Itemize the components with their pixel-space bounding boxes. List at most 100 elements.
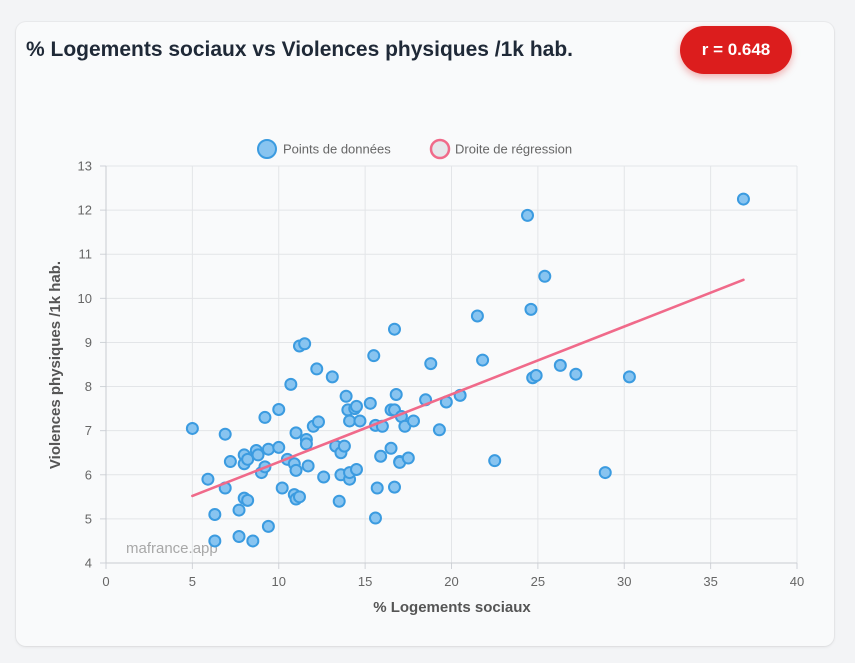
data-point[interactable] — [432, 423, 446, 437]
data-point[interactable] — [317, 470, 331, 484]
data-point[interactable] — [258, 410, 272, 424]
y-axis-title: Violences physiques /1k hab. — [47, 261, 64, 469]
data-point[interactable] — [246, 534, 260, 548]
data-point[interactable] — [337, 439, 351, 453]
y-tick-label: 12 — [78, 203, 92, 218]
data-point[interactable] — [251, 448, 265, 462]
y-tick-label: 13 — [78, 159, 92, 174]
chart-title: % Logements sociaux vs Violences physiqu… — [26, 38, 573, 61]
data-point[interactable] — [349, 399, 363, 413]
data-point[interactable] — [218, 427, 232, 441]
data-point[interactable] — [353, 414, 367, 428]
data-point[interactable] — [223, 455, 237, 469]
x-axis-title: % Logements sociaux — [373, 599, 531, 616]
data-point[interactable] — [384, 441, 398, 455]
data-point[interactable] — [389, 387, 403, 401]
y-tick-label: 7 — [85, 423, 92, 438]
data-point[interactable] — [553, 358, 567, 372]
data-point[interactable] — [370, 481, 384, 495]
data-point[interactable] — [367, 349, 381, 363]
data-point[interactable] — [272, 440, 286, 454]
data-point[interactable] — [241, 452, 255, 466]
chart-card — [16, 22, 834, 646]
data-point[interactable] — [292, 490, 306, 504]
data-point[interactable] — [488, 454, 502, 468]
data-point[interactable] — [208, 507, 222, 521]
data-point[interactable] — [185, 421, 199, 435]
data-point[interactable] — [325, 370, 339, 384]
correlation-badge: r = 0.648 — [680, 26, 792, 74]
data-point[interactable] — [374, 449, 388, 463]
y-tick-label: 9 — [85, 335, 92, 350]
data-point[interactable] — [368, 511, 382, 525]
data-point[interactable] — [598, 466, 612, 480]
y-tick-label: 4 — [85, 556, 92, 571]
x-tick-label: 15 — [358, 574, 372, 589]
data-point[interactable] — [736, 192, 750, 206]
x-tick-label: 35 — [703, 574, 717, 589]
data-point[interactable] — [311, 415, 325, 429]
data-point[interactable] — [521, 208, 535, 222]
data-point[interactable] — [529, 369, 543, 383]
data-point[interactable] — [332, 494, 346, 508]
legend-item-regression[interactable]: Droite de régression — [429, 138, 572, 160]
data-point[interactable] — [538, 269, 552, 283]
data-point[interactable] — [363, 396, 377, 410]
legend-points-label: Points de données — [283, 142, 391, 157]
y-tick-label: 5 — [85, 511, 92, 526]
data-point[interactable] — [622, 370, 636, 384]
data-point[interactable] — [470, 309, 484, 323]
data-point[interactable] — [310, 362, 324, 376]
data-point[interactable] — [387, 322, 401, 336]
data-point[interactable] — [232, 530, 246, 544]
y-tick-labels: 4 5 6 7 8 9 10 11 12 13 — [78, 159, 92, 571]
data-point[interactable] — [424, 357, 438, 371]
x-tick-label: 5 — [189, 574, 196, 589]
data-point[interactable] — [387, 480, 401, 494]
data-point[interactable] — [298, 337, 312, 351]
data-point[interactable] — [201, 472, 215, 486]
x-tick-labels: 0 5 10 15 20 25 30 35 40 — [102, 574, 804, 589]
regression-line — [191, 278, 745, 498]
legend-regression-swatch — [429, 138, 451, 160]
data-point[interactable] — [289, 463, 303, 477]
data-point[interactable] — [208, 534, 222, 548]
data-point[interactable] — [299, 437, 313, 451]
y-tick-label: 10 — [78, 291, 92, 306]
data-point[interactable] — [569, 367, 583, 381]
data-point[interactable] — [275, 481, 289, 495]
data-point[interactable] — [476, 353, 490, 367]
data-point[interactable] — [401, 451, 415, 465]
y-tick-label: 11 — [79, 247, 93, 262]
data-point[interactable] — [272, 402, 286, 416]
x-tick-label: 30 — [617, 574, 631, 589]
data-points — [185, 192, 750, 548]
data-point[interactable] — [241, 493, 255, 507]
x-tick-label: 40 — [790, 574, 804, 589]
legend-item-points[interactable]: Points de données — [257, 139, 391, 159]
y-tick-label: 8 — [85, 379, 92, 394]
x-tick-label: 25 — [531, 574, 545, 589]
data-point[interactable] — [349, 462, 363, 476]
data-point[interactable] — [339, 389, 353, 403]
data-point[interactable] — [261, 442, 275, 456]
x-tick-label: 10 — [272, 574, 286, 589]
grid-lines — [105, 165, 798, 564]
legend-points-swatch — [257, 139, 277, 159]
y-tick-label: 6 — [85, 467, 92, 482]
data-point[interactable] — [301, 459, 315, 473]
data-point[interactable] — [406, 414, 420, 428]
data-point[interactable] — [343, 414, 357, 428]
data-point[interactable] — [284, 377, 298, 391]
legend: Points de données Droite de régression — [257, 138, 572, 160]
data-point[interactable] — [289, 426, 303, 440]
data-point[interactable] — [261, 519, 275, 533]
legend-regression-label: Droite de régression — [455, 142, 572, 157]
watermark-text: mafrance.app — [126, 540, 218, 557]
data-point[interactable] — [524, 302, 538, 316]
x-tick-label: 20 — [444, 574, 458, 589]
axes — [100, 165, 798, 569]
x-tick-label: 0 — [102, 574, 109, 589]
data-point[interactable] — [232, 503, 246, 517]
